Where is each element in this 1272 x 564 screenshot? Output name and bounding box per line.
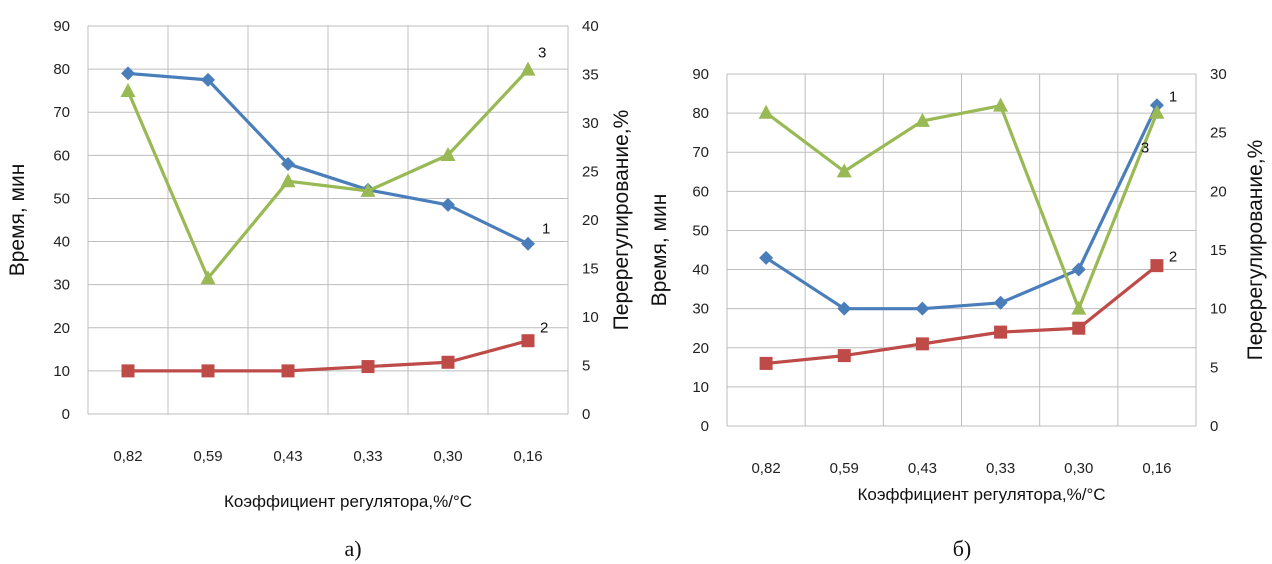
y2-tick-label: 5 <box>582 358 590 375</box>
series-2-point <box>361 360 375 374</box>
y2-tick-label: 20 <box>582 212 599 229</box>
y2-tick-label: 35 <box>582 67 599 84</box>
y-tick-label: 20 <box>53 320 70 337</box>
x-tick-label: 0,33 <box>353 448 382 465</box>
series-2-point <box>441 355 455 369</box>
plot-area <box>87 25 569 415</box>
series-1-label: 1 <box>542 221 550 238</box>
series-2-point <box>521 334 535 348</box>
x-tick-label: 0,43 <box>273 448 302 465</box>
y2-tick-label: 40 <box>582 18 599 35</box>
y-tick-label: 90 <box>53 18 70 35</box>
series-1-point <box>201 72 215 87</box>
x-tick-label: 0,59 <box>193 448 222 465</box>
y-axis-title: Время, мин <box>6 164 29 277</box>
y-tick-label: 0 <box>62 406 70 423</box>
series-3-point <box>520 61 536 76</box>
x-axis-title: Коэффициент регулятора,%/°C <box>224 492 472 511</box>
series-3-label: 3 <box>538 45 546 62</box>
y-tick-label: 70 <box>53 104 70 121</box>
series-3-point <box>440 147 456 162</box>
series-3-point <box>360 182 376 197</box>
series-1-point <box>521 236 535 251</box>
series-2-point <box>281 364 295 378</box>
y2-axis-title: Перерегулирование,% <box>610 110 633 331</box>
x-tick-label: 0,30 <box>433 448 462 465</box>
series-3-line <box>126 68 530 280</box>
y2-tick-label: 25 <box>582 164 599 181</box>
series-3-point <box>120 82 136 97</box>
y-tick-label: 80 <box>53 61 70 78</box>
y2-tick-label: 15 <box>582 261 599 278</box>
x-tick-label: 0,82 <box>113 448 142 465</box>
y-tick-label: 60 <box>53 147 70 164</box>
y2-tick-label: 30 <box>582 115 599 132</box>
y-tick-label: 10 <box>53 363 70 380</box>
series-1-point <box>121 66 135 81</box>
series-1-line <box>127 71 529 246</box>
series-3-point <box>280 173 296 188</box>
series-2-label: 2 <box>540 320 548 337</box>
y-tick-label: 50 <box>53 190 70 207</box>
series-1-point <box>281 156 295 171</box>
x-tick-label: 0,16 <box>513 448 542 465</box>
series-2-line <box>128 339 529 373</box>
y2-tick-label: 10 <box>582 309 599 326</box>
series-1-point <box>441 197 455 212</box>
y2-tick-label: 0 <box>582 406 590 423</box>
y-tick-label: 30 <box>53 277 70 294</box>
series-2-point <box>121 364 135 378</box>
series-3-point <box>200 270 216 285</box>
y-tick-label: 40 <box>53 234 70 251</box>
series-2-point <box>201 364 215 378</box>
panel-label: а) <box>344 536 361 561</box>
